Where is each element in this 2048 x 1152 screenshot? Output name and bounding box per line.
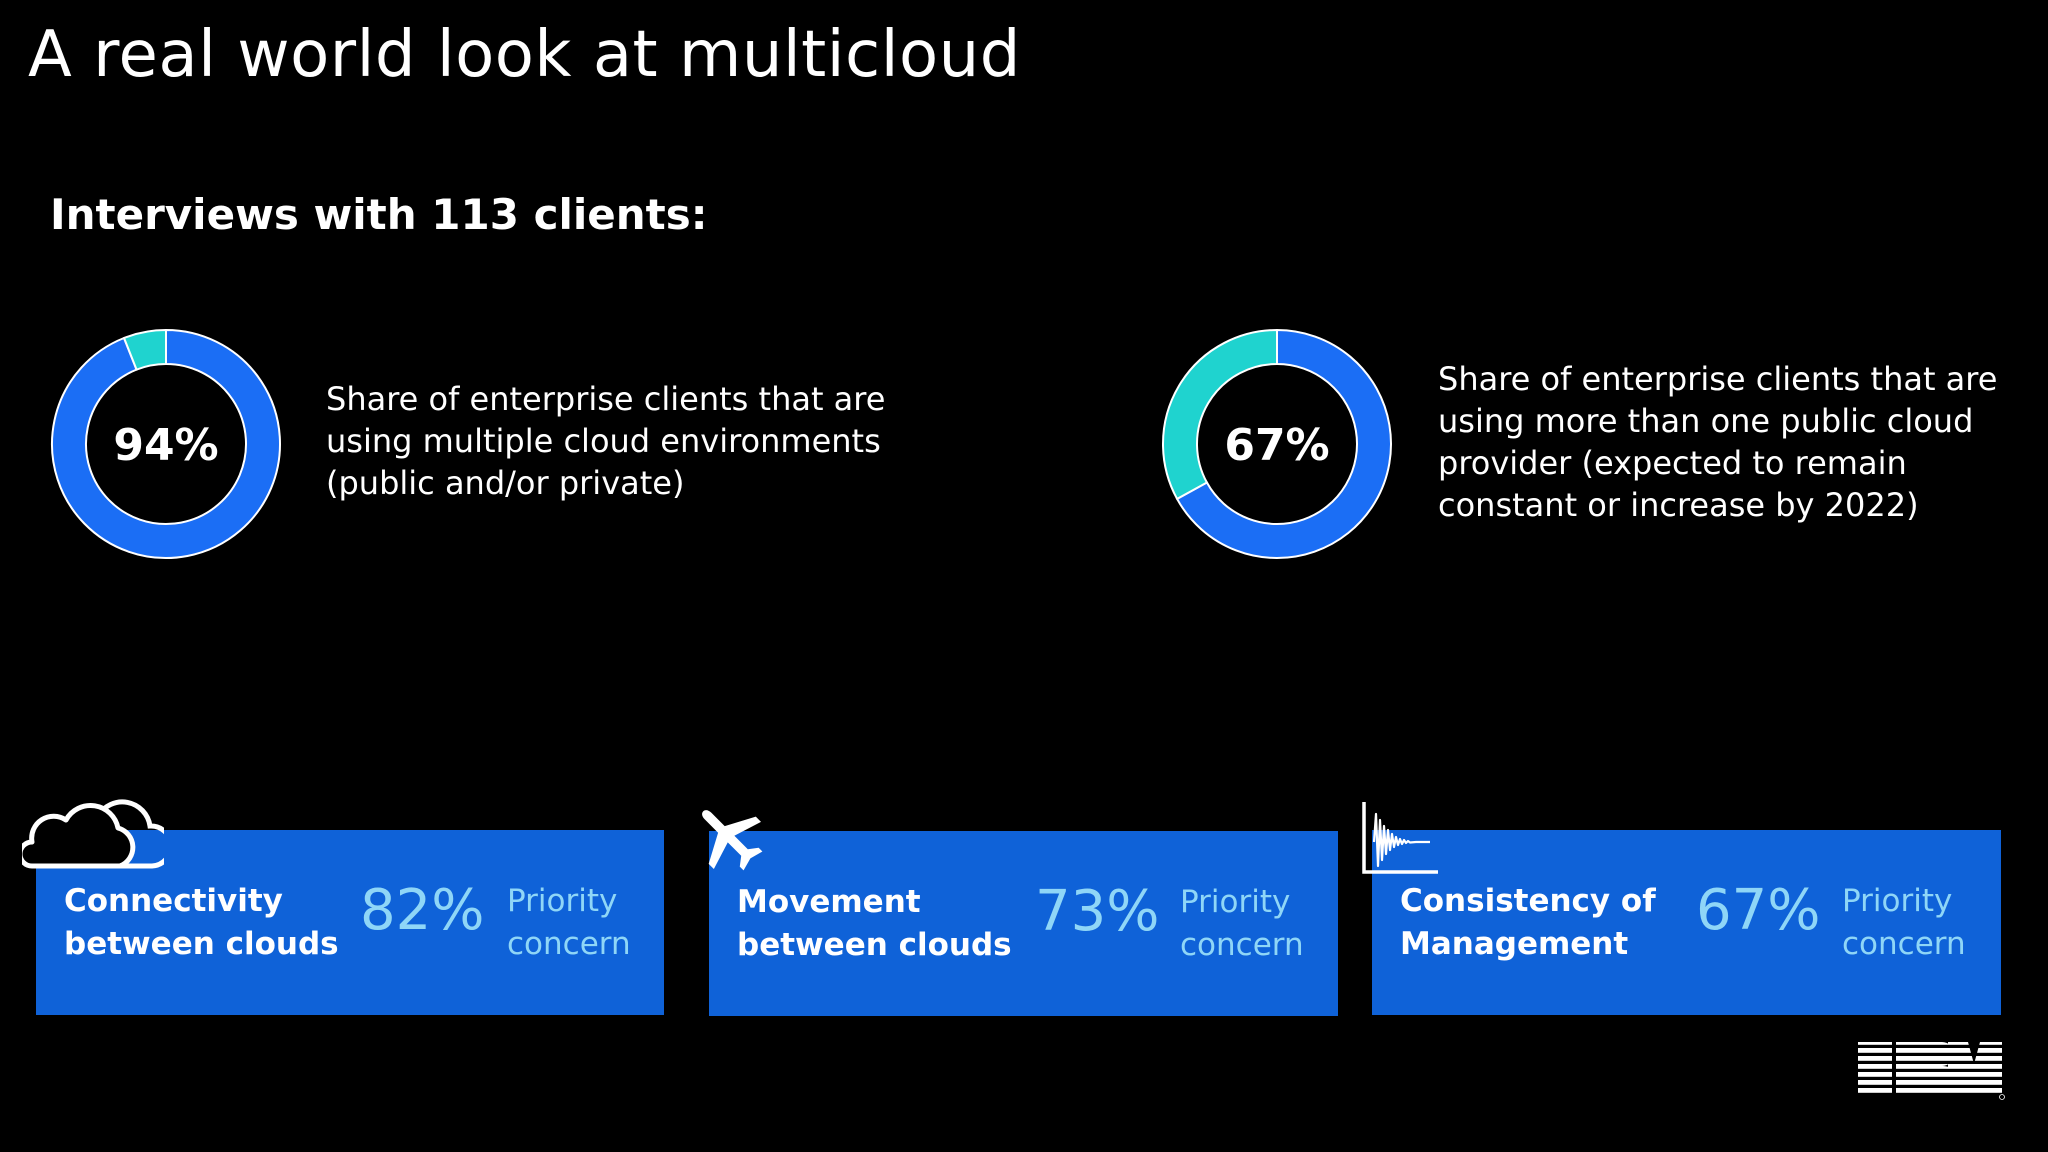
card-label-line: between clouds [737,927,1012,963]
card-value: 67% [1696,878,1821,943]
card-label-line: Movement [737,884,921,920]
donut-center-label: 94% [113,420,218,471]
stat-card-connectivity: Connectivity between clouds 82% Priority… [36,830,664,1015]
card-note-line: concern [507,926,631,962]
cloud-icon [22,799,164,869]
card-label-line: Consistency of [1400,883,1656,919]
donut-segment-0 [51,328,281,559]
stat-card-movement: Movement between clouds 73% Priority con… [709,831,1338,1016]
ibm-logo [1858,1042,2005,1100]
card-note-line: concern [1842,926,1966,962]
card-note-line: concern [1180,927,1304,963]
card-label: Movement between clouds [737,881,1027,967]
description-line: provider (expected to remain [1438,444,1907,482]
donut-segments [1162,328,1392,559]
donut-chart-multiple-public-cloud: 67% [1162,328,1392,559]
card-label: Consistency of Management [1400,880,1690,966]
card-note-line: Priority [507,883,618,919]
donut-segment-1 [1162,328,1278,501]
description-line: Share of enterprise clients that are [1438,360,1998,398]
donut-chart-multiple-cloud: 94% [51,328,281,559]
card-note-line: Priority [1842,883,1953,919]
card-label: Connectivity between clouds [64,880,354,966]
page-title: A real world look at multicloud [28,18,1021,92]
description-line: using multiple cloud environments [326,422,881,460]
card-value: 73% [1035,879,1160,944]
description-line: constant or increase by 2022) [1438,486,1919,524]
card-label-line: Management [1400,926,1629,962]
card-label-line: Connectivity [64,883,283,919]
airplane-icon [702,810,763,871]
donut-segment-1 [122,328,167,371]
page-subtitle: Interviews with 113 clients: [50,190,708,239]
card-note: Priority concern [1842,880,1992,966]
donut-segment-0 [1175,328,1392,559]
donut-segments [51,328,281,559]
card-note-line: Priority [1180,884,1291,920]
card-note: Priority concern [1180,881,1330,967]
donut-description-public-cloud: Share of enterprise clients that are usi… [1438,358,1998,526]
description-line: Share of enterprise clients that are [326,380,886,418]
description-line: (public and/or private) [326,464,685,502]
card-note: Priority concern [507,880,657,966]
stat-card-consistency: Consistency of Management 67% Priority c… [1372,830,2001,1015]
card-label-line: between clouds [64,926,339,962]
waveform-icon [1362,802,1438,874]
donut-description-multiple-cloud: Share of enterprise clients that are usi… [326,378,886,504]
card-value: 82% [360,878,485,943]
donut-center-label: 67% [1224,420,1329,471]
description-line: using more than one public cloud [1438,402,1974,440]
